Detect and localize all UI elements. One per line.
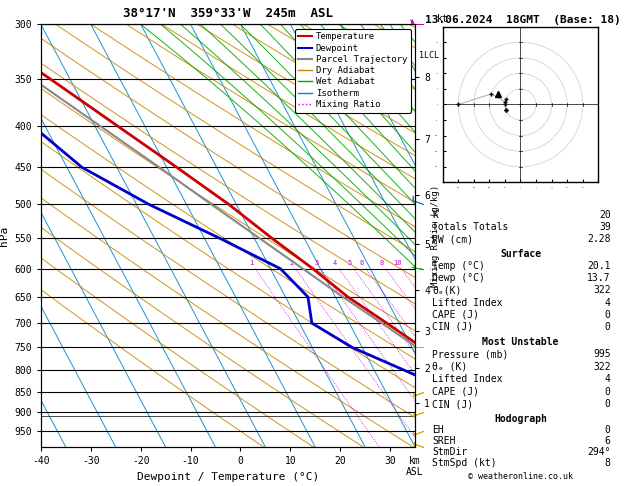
Text: 3: 3 <box>314 260 319 266</box>
Text: 0: 0 <box>605 387 611 397</box>
X-axis label: Dewpoint / Temperature (°C): Dewpoint / Temperature (°C) <box>137 472 319 482</box>
Text: EH: EH <box>432 425 444 435</box>
Text: © weatheronline.co.uk: © weatheronline.co.uk <box>468 472 573 481</box>
Text: 10: 10 <box>392 260 401 266</box>
Text: PW (cm): PW (cm) <box>432 234 474 244</box>
Text: 2.28: 2.28 <box>587 234 611 244</box>
Text: 5: 5 <box>347 260 352 266</box>
Text: Dewp (°C): Dewp (°C) <box>432 273 485 283</box>
Legend: Temperature, Dewpoint, Parcel Trajectory, Dry Adiabat, Wet Adiabat, Isotherm, Mi: Temperature, Dewpoint, Parcel Trajectory… <box>295 29 411 113</box>
Text: 20: 20 <box>599 210 611 220</box>
Text: Temp (°C): Temp (°C) <box>432 261 485 271</box>
Text: km
ASL: km ASL <box>406 455 424 477</box>
Text: 322: 322 <box>593 362 611 372</box>
Text: 4: 4 <box>605 374 611 384</box>
Text: 8: 8 <box>379 260 384 266</box>
Text: Totals Totals: Totals Totals <box>432 222 509 232</box>
Text: SREH: SREH <box>432 436 456 446</box>
Text: 20.1: 20.1 <box>587 261 611 271</box>
Text: 6: 6 <box>360 260 364 266</box>
Text: 6: 6 <box>605 436 611 446</box>
Text: 13.7: 13.7 <box>587 273 611 283</box>
Text: StmSpd (kt): StmSpd (kt) <box>432 458 497 469</box>
Text: CIN (J): CIN (J) <box>432 399 474 409</box>
Text: StmDir: StmDir <box>432 447 467 457</box>
Text: Lifted Index: Lifted Index <box>432 374 503 384</box>
Text: 294°: 294° <box>587 447 611 457</box>
Text: Mixing Ratio (g/kg): Mixing Ratio (g/kg) <box>431 185 440 287</box>
Text: 1: 1 <box>249 260 253 266</box>
Text: 995: 995 <box>593 349 611 359</box>
Text: 8: 8 <box>605 458 611 469</box>
Text: CAPE (J): CAPE (J) <box>432 310 479 320</box>
Text: 39: 39 <box>599 222 611 232</box>
Text: K: K <box>432 210 438 220</box>
Text: 0: 0 <box>605 399 611 409</box>
Text: Most Unstable: Most Unstable <box>482 337 559 347</box>
Text: 0: 0 <box>605 425 611 435</box>
Text: 0: 0 <box>605 310 611 320</box>
Text: 322: 322 <box>593 285 611 295</box>
Text: θₑ (K): θₑ (K) <box>432 362 467 372</box>
Text: 4: 4 <box>333 260 337 266</box>
Text: Hodograph: Hodograph <box>494 414 547 424</box>
Text: kt: kt <box>437 14 448 24</box>
Text: θₑ(K): θₑ(K) <box>432 285 462 295</box>
Text: 1LCL: 1LCL <box>419 52 439 60</box>
Text: 0: 0 <box>605 322 611 332</box>
Text: 4: 4 <box>605 297 611 308</box>
Text: 2: 2 <box>289 260 294 266</box>
Text: CIN (J): CIN (J) <box>432 322 474 332</box>
Text: 38°17'N  359°33'W  245m  ASL: 38°17'N 359°33'W 245m ASL <box>123 7 333 20</box>
Text: Surface: Surface <box>500 249 541 259</box>
Text: Lifted Index: Lifted Index <box>432 297 503 308</box>
Text: 13.06.2024  18GMT  (Base: 18): 13.06.2024 18GMT (Base: 18) <box>425 15 620 25</box>
Y-axis label: hPa: hPa <box>0 226 9 246</box>
Text: CAPE (J): CAPE (J) <box>432 387 479 397</box>
Text: Pressure (mb): Pressure (mb) <box>432 349 509 359</box>
